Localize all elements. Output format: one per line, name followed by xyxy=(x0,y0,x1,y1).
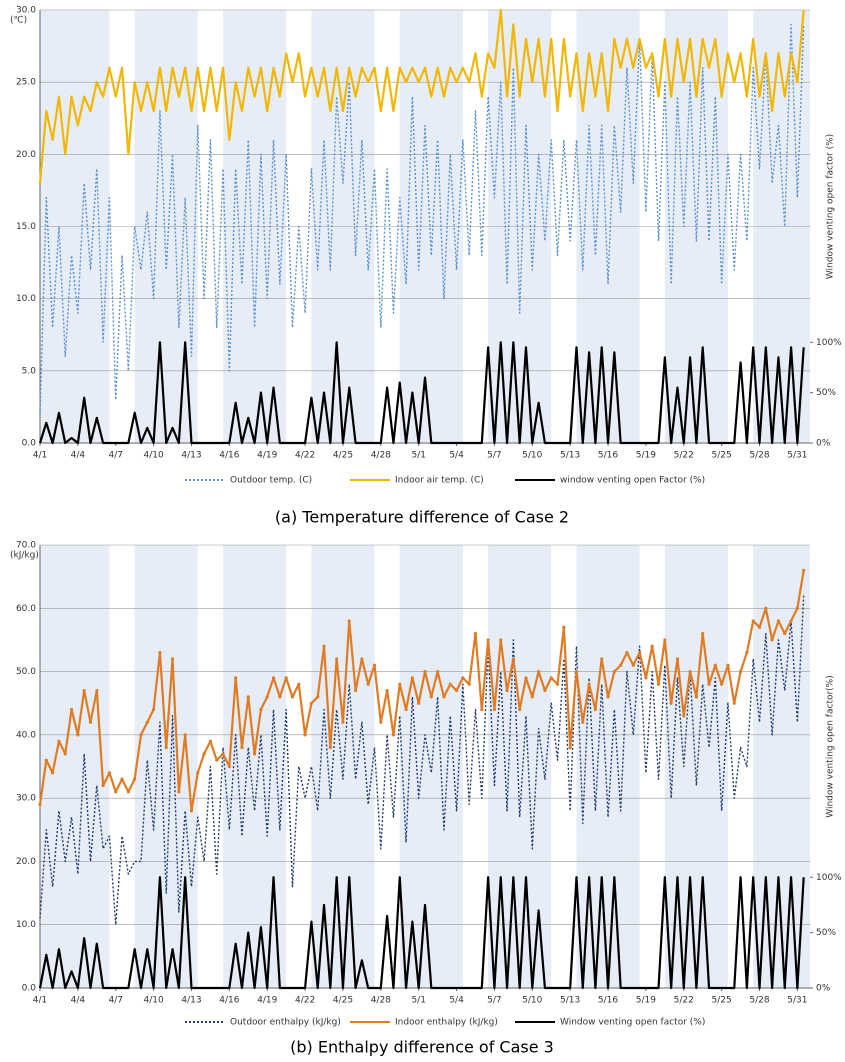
legend-label: Outdoor temp. (C) xyxy=(230,476,312,486)
x-tick-label: 4/19 xyxy=(257,996,277,1006)
y2-tick-label: 100% xyxy=(816,873,842,883)
y2-axis-label: Window venting open factor(%) xyxy=(826,675,836,817)
y-tick-label: 15.0 xyxy=(16,222,36,232)
x-tick-label: 5/16 xyxy=(598,996,618,1006)
caption: (b) Enthalpy difference of Case 3 xyxy=(290,1038,554,1057)
x-tick-label: 5/31 xyxy=(787,996,807,1006)
x-tick-label: 5/19 xyxy=(636,451,656,461)
x-tick-label: 4/1 xyxy=(33,451,47,461)
y2-axis-label: Window venting open factor (%) xyxy=(826,134,836,279)
x-tick-label: 4/16 xyxy=(219,451,239,461)
x-tick-label: 4/19 xyxy=(257,451,277,461)
y-tick-label: 20.0 xyxy=(16,857,36,867)
x-tick-label: 5/7 xyxy=(487,451,501,461)
legend-label: window venting open Factor (%) xyxy=(560,476,705,486)
x-tick-label: 5/13 xyxy=(560,451,580,461)
x-tick-label: 4/28 xyxy=(371,996,391,1006)
y2-tick-label: 0% xyxy=(816,984,831,994)
x-tick-label: 5/7 xyxy=(487,996,501,1006)
x-tick-label: 5/1 xyxy=(411,451,425,461)
series-line xyxy=(39,23,805,415)
series-line xyxy=(38,876,805,990)
x-tick-label: 4/7 xyxy=(108,996,122,1006)
y2-tick-label: 0% xyxy=(816,439,831,449)
y-tick-label: 40.0 xyxy=(16,730,36,740)
x-tick-label: 5/25 xyxy=(712,996,732,1006)
y-tick-label: 25.0 xyxy=(16,78,36,88)
y-tick-label: 20.0 xyxy=(16,150,36,160)
legend-label: Window venting open factor (%) xyxy=(560,1018,705,1028)
y-tick-label: 30.0 xyxy=(16,6,36,16)
x-tick-label: 4/22 xyxy=(295,451,315,461)
y2-tick-label: 100% xyxy=(816,338,842,348)
caption: (a) Temperature difference of Case 2 xyxy=(275,508,569,527)
x-tick-label: 5/4 xyxy=(449,451,464,461)
x-tick-label: 5/4 xyxy=(449,996,464,1006)
y-tick-label: 30.0 xyxy=(16,794,36,804)
y-tick-label: 10.0 xyxy=(16,294,36,304)
x-tick-label: 4/16 xyxy=(219,996,239,1006)
x-tick-label: 5/10 xyxy=(522,996,542,1006)
y-tick-label: 0.0 xyxy=(22,439,37,449)
x-tick-label: 4/28 xyxy=(371,451,391,461)
y-tick-label: 50.0 xyxy=(16,667,36,677)
x-tick-label: 4/25 xyxy=(333,996,353,1006)
legend-label: Indoor enthalpy (kJ/kg) xyxy=(395,1018,498,1028)
x-tick-label: 5/1 xyxy=(411,996,425,1006)
x-tick-label: 5/13 xyxy=(560,996,580,1006)
x-tick-label: 5/25 xyxy=(712,451,732,461)
x-tick-label: 5/22 xyxy=(674,996,694,1006)
x-tick-label: 4/22 xyxy=(295,996,315,1006)
x-tick-label: 4/10 xyxy=(143,996,163,1006)
x-tick-label: 4/4 xyxy=(71,996,86,1006)
y-tick-label: 70.0 xyxy=(16,541,36,551)
y-unit: (℃) xyxy=(10,16,27,26)
x-tick-label: 4/25 xyxy=(333,451,353,461)
y2-tick-label: 50% xyxy=(816,388,836,398)
y-tick-label: 10.0 xyxy=(16,920,36,930)
y-tick-label: 60.0 xyxy=(16,604,36,614)
series-line xyxy=(38,341,805,445)
series-line xyxy=(38,8,805,184)
x-tick-label: 4/4 xyxy=(71,451,86,461)
x-tick-label: 5/19 xyxy=(636,996,656,1006)
x-tick-label: 5/31 xyxy=(787,451,807,461)
x-tick-label: 5/28 xyxy=(749,996,769,1006)
y-tick-label: 5.0 xyxy=(22,366,37,376)
x-tick-label: 4/7 xyxy=(108,451,122,461)
x-tick-label: 4/13 xyxy=(181,451,201,461)
y2-tick-label: 50% xyxy=(816,928,836,938)
series-line xyxy=(38,568,806,813)
x-tick-label: 4/13 xyxy=(181,996,201,1006)
legend-label: Indoor air temp. (C) xyxy=(395,476,484,486)
x-tick-label: 5/16 xyxy=(598,451,618,461)
x-tick-label: 5/22 xyxy=(674,451,694,461)
legend-label: Outdoor enthalpy (kJ/kg) xyxy=(230,1018,341,1028)
y-tick-label: 0.0 xyxy=(22,984,37,994)
x-tick-label: 5/28 xyxy=(749,451,769,461)
x-tick-label: 5/10 xyxy=(522,451,542,461)
x-tick-label: 4/10 xyxy=(143,451,163,461)
x-tick-label: 4/1 xyxy=(33,996,47,1006)
y-unit: (kJ/kg) xyxy=(10,551,39,561)
